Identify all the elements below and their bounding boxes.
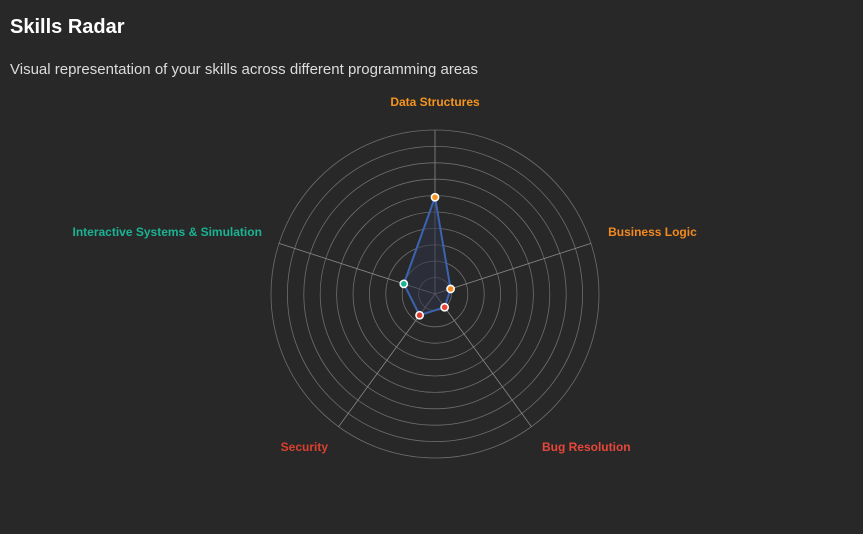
axis-spoke (434, 242, 592, 295)
series-area (402, 196, 452, 317)
data-point[interactable] (440, 302, 450, 312)
axis-spoke (434, 293, 532, 427)
axis-label: Bug Resolution (542, 440, 631, 454)
radar-axis-labels: Data Structures Business Logic Bug Resolut… (73, 95, 698, 454)
radar-series (399, 192, 455, 320)
data-point[interactable] (415, 310, 424, 320)
axis-label: Interactive Systems & Simulation (73, 225, 262, 239)
axis-label: Security (281, 440, 329, 454)
data-point[interactable] (430, 192, 440, 202)
data-point[interactable] (399, 279, 409, 289)
radar-grid (270, 129, 600, 459)
page-subtitle: Visual representation of your skills acr… (10, 61, 479, 78)
page-title: Skills Radar (10, 16, 125, 38)
axis-label: Data Structures (390, 95, 480, 109)
axis-label: Business Logic (608, 225, 697, 239)
data-point[interactable] (446, 284, 455, 294)
